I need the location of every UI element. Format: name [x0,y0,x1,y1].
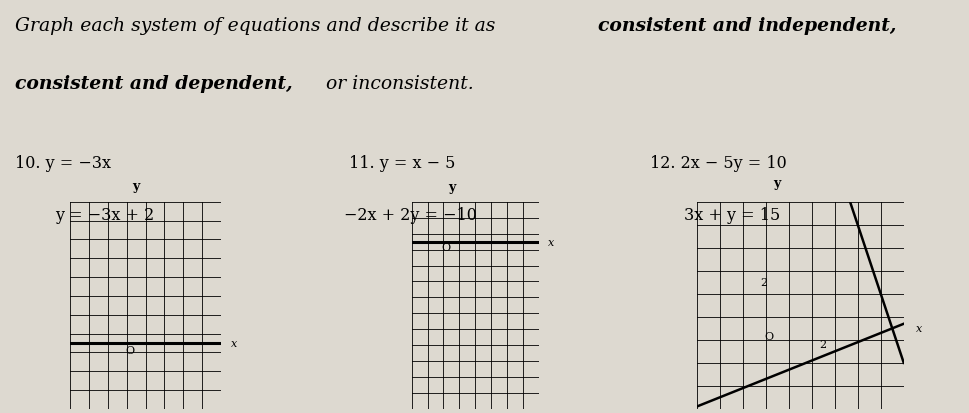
Text: or inconsistent.: or inconsistent. [320,75,474,93]
Text: 2: 2 [819,339,826,349]
Text: consistent and independent,: consistent and independent, [598,17,896,35]
Text: x: x [231,338,237,348]
Text: x: x [916,323,922,334]
Text: Graph each system of equations and describe it as: Graph each system of equations and descr… [15,17,500,35]
Text: O: O [125,345,134,355]
Text: y = −3x + 2: y = −3x + 2 [55,206,154,223]
Text: consistent and dependent,: consistent and dependent, [15,75,292,93]
Text: y: y [773,177,780,190]
Text: 10. y = −3x: 10. y = −3x [15,154,110,171]
Text: 2: 2 [759,278,766,288]
Text: O: O [764,332,773,342]
Text: 11. y = x − 5: 11. y = x − 5 [349,154,455,171]
Text: y: y [133,179,140,192]
Text: 12. 2x − 5y = 10: 12. 2x − 5y = 10 [649,154,786,171]
Text: O: O [441,243,450,253]
Text: x: x [547,237,553,247]
Text: y: y [448,180,454,194]
Text: −2x + 2y = −10: −2x + 2y = −10 [344,206,477,223]
Text: 3x + y = 15: 3x + y = 15 [683,206,779,223]
